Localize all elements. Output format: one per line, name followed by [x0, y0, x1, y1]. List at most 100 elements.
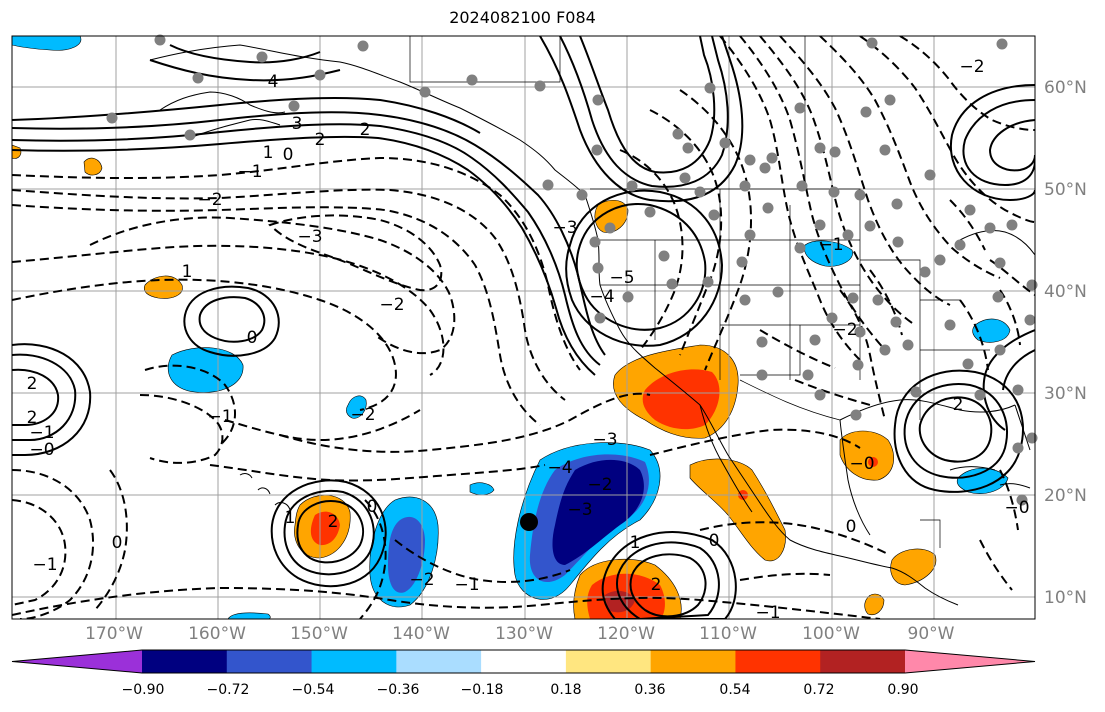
- contour-label: −5: [609, 268, 634, 288]
- contour-label: 1: [182, 262, 193, 282]
- negative-contours: [12, 36, 1035, 619]
- latitude-label: 10°N: [1044, 588, 1087, 608]
- contour-label: 0: [283, 145, 294, 165]
- colorbar-tick-label: 0.90: [887, 682, 919, 698]
- colorbar-tick-label: 0.54: [719, 682, 751, 698]
- contour-label: −1: [237, 162, 262, 182]
- colorbar-tick-label: −0.72: [206, 682, 250, 698]
- contour-label: 2: [328, 512, 339, 532]
- colorbar-tick-label: 0.18: [550, 682, 582, 698]
- contour-label: 1: [630, 533, 641, 553]
- shading-layer: [12, 36, 1011, 619]
- graticule: [12, 36, 1035, 619]
- contour-labels: 4 3 2 1 0 −1 −2 −3 2 1 0 −1 −2 −3 −4 −5 …: [27, 57, 1030, 623]
- contour-label: 2: [315, 130, 326, 150]
- longitude-label: 150°W: [290, 624, 348, 644]
- negative-anomaly-core: [388, 516, 425, 593]
- contour-label: −2: [197, 190, 222, 210]
- longitude-label: 140°W: [392, 624, 450, 644]
- contour-label: −0: [849, 454, 874, 474]
- negative-anomaly-region: [346, 395, 367, 419]
- contour-label: 0: [846, 517, 857, 537]
- positive-anomaly-core: [310, 511, 340, 546]
- positive-anomaly-region: [839, 430, 895, 481]
- contour-label: −2: [379, 295, 404, 315]
- positive-anomaly-region: [143, 275, 183, 299]
- contour-label: 0: [112, 533, 123, 553]
- colorbar-tick-label: −0.18: [460, 682, 504, 698]
- contour-label: 2: [953, 395, 964, 415]
- positive-anomaly-region: [890, 548, 937, 586]
- political-borders: [409, 36, 990, 548]
- contour-label: −1: [818, 235, 843, 255]
- map-title: 2024082100 F084: [449, 8, 596, 27]
- colorbar-extension-low: [12, 650, 142, 673]
- colorbar: [11, 649, 1036, 674]
- colorbar-segment: [226, 650, 313, 673]
- positive-anomaly-region: [864, 593, 885, 615]
- positive-anomaly-region: [83, 157, 103, 176]
- plot-frame: [11, 35, 1036, 620]
- contour-label: 2: [27, 408, 38, 428]
- contour-label: −1: [29, 423, 54, 443]
- longitude-label: 160°W: [188, 624, 246, 644]
- contour-label: −4: [589, 287, 614, 307]
- longitude-label: 130°W: [495, 624, 553, 644]
- contour-label: 4: [268, 72, 279, 92]
- contour-label: −3: [592, 430, 617, 450]
- positive-contours: [12, 36, 1035, 619]
- positive-anomaly-region: [689, 458, 786, 562]
- colorbar-tick-label: −0.36: [376, 682, 420, 698]
- latitude-label: 20°N: [1044, 486, 1087, 506]
- colorbar-segment: [142, 650, 228, 673]
- negative-anomaly-region: [167, 347, 244, 393]
- colorbar-tick-label: 0.72: [803, 682, 835, 698]
- longitude-label: 100°W: [802, 624, 860, 644]
- contour-label: 1: [285, 508, 296, 528]
- longitude-label: 170°W: [85, 624, 143, 644]
- station-markers: [106, 34, 1038, 506]
- negative-anomaly-region: [12, 36, 82, 51]
- colorbar-segment: [396, 650, 482, 673]
- negative-anomaly-region: [804, 240, 853, 267]
- contour-label: 0: [247, 328, 258, 348]
- positive-anomaly-core: [642, 369, 720, 430]
- negative-anomaly-region: [956, 467, 1009, 494]
- longitude-label: 90°W: [907, 624, 955, 644]
- contour-label: −1: [755, 603, 780, 623]
- contour-label: −1: [207, 407, 232, 427]
- contour-label: −3: [297, 227, 322, 247]
- colorbar-segment: [565, 650, 652, 673]
- contour-label: −2: [587, 475, 612, 495]
- colorbar-tick-label: −0.54: [291, 682, 335, 698]
- contour-label: 0: [709, 531, 720, 551]
- colorbar-tick-label: 0.36: [634, 682, 666, 698]
- contour-label: −0: [1004, 498, 1029, 518]
- colorbar-extension-high: [905, 650, 1035, 673]
- contour-label: 0: [367, 497, 378, 517]
- contour-label: −2: [832, 320, 857, 340]
- contour-label: −2: [959, 57, 984, 77]
- latitude-label: 50°N: [1044, 180, 1087, 200]
- longitude-label: 110°W: [699, 624, 757, 644]
- colorbar-segment: [481, 650, 567, 673]
- colorbar-segment: [735, 650, 821, 673]
- contour-label: −2: [409, 570, 434, 590]
- colorbar-segment: [820, 650, 906, 673]
- contour-label: −0: [29, 440, 54, 460]
- contour-label: −2: [350, 405, 375, 425]
- colorbar-outline: [11, 649, 1036, 674]
- negative-anomaly-deep: [552, 459, 644, 565]
- contour-label: −3: [552, 218, 577, 238]
- contour-label: −1: [32, 555, 57, 575]
- contour-label: 2: [651, 575, 662, 595]
- negative-anomaly-region: [972, 318, 1011, 343]
- contour-label: 3: [292, 114, 303, 134]
- longitude-label: 120°W: [597, 624, 655, 644]
- storm-center-marker: [520, 513, 538, 531]
- contour-label: −3: [567, 500, 592, 520]
- contour-label: 2: [360, 120, 371, 140]
- latitude-label: 40°N: [1044, 282, 1087, 302]
- contour-label: −4: [547, 458, 572, 478]
